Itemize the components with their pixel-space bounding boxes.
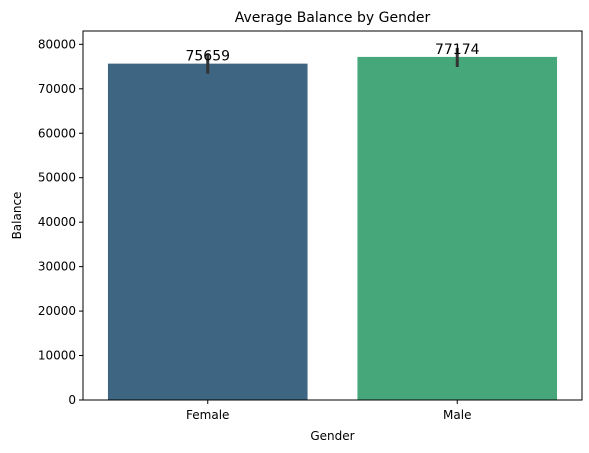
- y-tick-label: 80000: [38, 37, 76, 51]
- x-tick-label: Female: [186, 408, 229, 422]
- data-label-female: 75659: [185, 49, 230, 65]
- bars: [107, 56, 558, 401]
- error-bars: [206, 47, 459, 74]
- y-tick-label: 70000: [38, 82, 76, 96]
- bar-female: [107, 63, 308, 400]
- x-axis: Female Male: [186, 400, 471, 422]
- y-tick-label: 0: [68, 393, 76, 407]
- x-tick-label: Male: [443, 408, 471, 422]
- bar-male: [357, 56, 558, 401]
- y-tick-label: 30000: [38, 260, 76, 274]
- chart-title: Average Balance by Gender: [235, 10, 431, 26]
- data-labels: 75659 77174: [185, 42, 479, 65]
- y-tick-label: 10000: [38, 349, 76, 363]
- y-tick-label: 20000: [38, 304, 76, 318]
- plot-frame: [82, 30, 583, 401]
- y-tick-label: 40000: [38, 215, 76, 229]
- x-axis-title: Gender: [310, 429, 354, 443]
- y-axis-title: Balance: [10, 192, 24, 240]
- y-tick-label: 50000: [38, 171, 76, 185]
- y-tick-label: 60000: [38, 126, 76, 140]
- y-axis: 0 10000 20000 30000 40000 50000 60000 70000 8000…: [38, 37, 83, 407]
- data-label-male: 77174: [435, 42, 480, 58]
